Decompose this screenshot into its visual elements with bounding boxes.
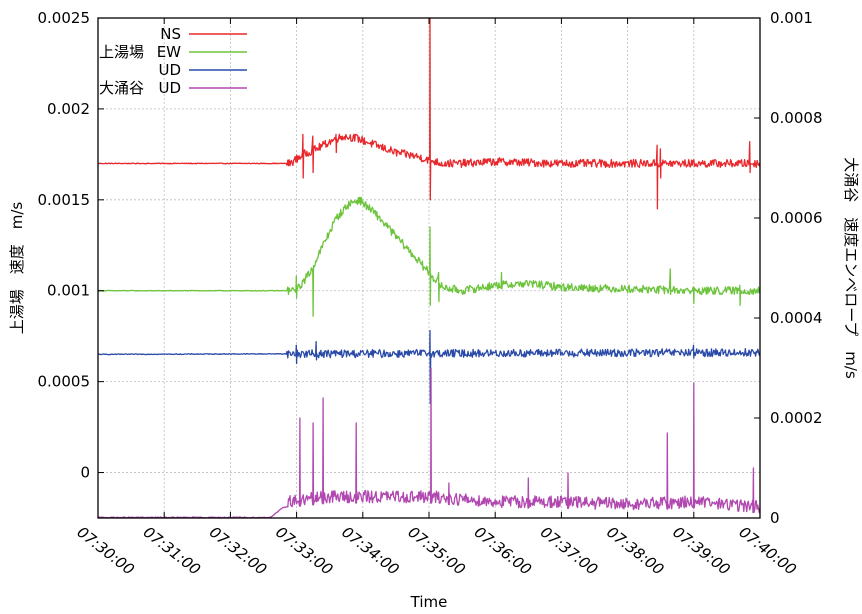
- x-tick-label: 07:39:00: [669, 523, 733, 579]
- y-left-tick-label: 0: [80, 464, 90, 482]
- series-line: [97, 196, 761, 317]
- y-right-tick-label: 0.0008: [770, 109, 823, 127]
- y-right-axis-label: 大涌谷 速度エンベロープ m/s: [842, 157, 860, 379]
- x-tick-label: 07:36:00: [471, 523, 535, 579]
- y-right-tick-label: 0: [770, 509, 780, 527]
- series-line: [97, 367, 761, 519]
- x-tick-label: 07:38:00: [603, 523, 667, 579]
- legend-label: UD: [158, 79, 181, 97]
- x-axis-label: Time: [410, 593, 448, 611]
- y-right-tick-label: 0.0004: [770, 309, 823, 327]
- legend-label: UD: [158, 61, 181, 79]
- y-left-tick-label: 0.0015: [38, 191, 91, 209]
- series-line: [97, 17, 761, 210]
- x-tick-label: 07:34:00: [338, 523, 402, 579]
- legend-label: NS: [160, 25, 181, 43]
- x-tick-label: 07:33:00: [272, 523, 336, 579]
- y-right-tick-label: 0.0006: [770, 209, 823, 227]
- legend-label: EW: [157, 43, 181, 61]
- y-left-tick-label: 0.0005: [38, 373, 91, 391]
- grid: [98, 17, 760, 518]
- y-left-tick-label: 0.0025: [38, 9, 91, 27]
- series-layer: [97, 17, 761, 519]
- y-left-tick-label: 0.002: [47, 100, 90, 118]
- x-tick-label: 07:37:00: [537, 523, 601, 579]
- x-tick-label: 07:35:00: [405, 523, 469, 579]
- y-left-axis-label: 上湯場 速度 m/s: [8, 202, 26, 335]
- x-tick-label: 07:40:00: [736, 523, 800, 579]
- y-left-ticks: 0 0.0005 0.001 0.0015 0.002 0.0025: [38, 9, 104, 482]
- x-tick-label: 07:30:00: [74, 523, 138, 579]
- y-right-ticks: 0 0.0002 0.0004 0.0006 0.0008 0.001: [754, 9, 823, 527]
- x-tick-label: 07:32:00: [206, 523, 270, 579]
- y-right-tick-label: 0.0002: [770, 409, 823, 427]
- legend-station-label: 大涌谷: [99, 79, 144, 97]
- y-left-tick-label: 0.001: [47, 282, 90, 300]
- legend-station-label: 上湯場: [99, 43, 144, 61]
- series-line: [97, 330, 761, 405]
- y-right-tick-label: 0.001: [770, 9, 813, 27]
- x-tick-label: 07:31:00: [140, 523, 204, 579]
